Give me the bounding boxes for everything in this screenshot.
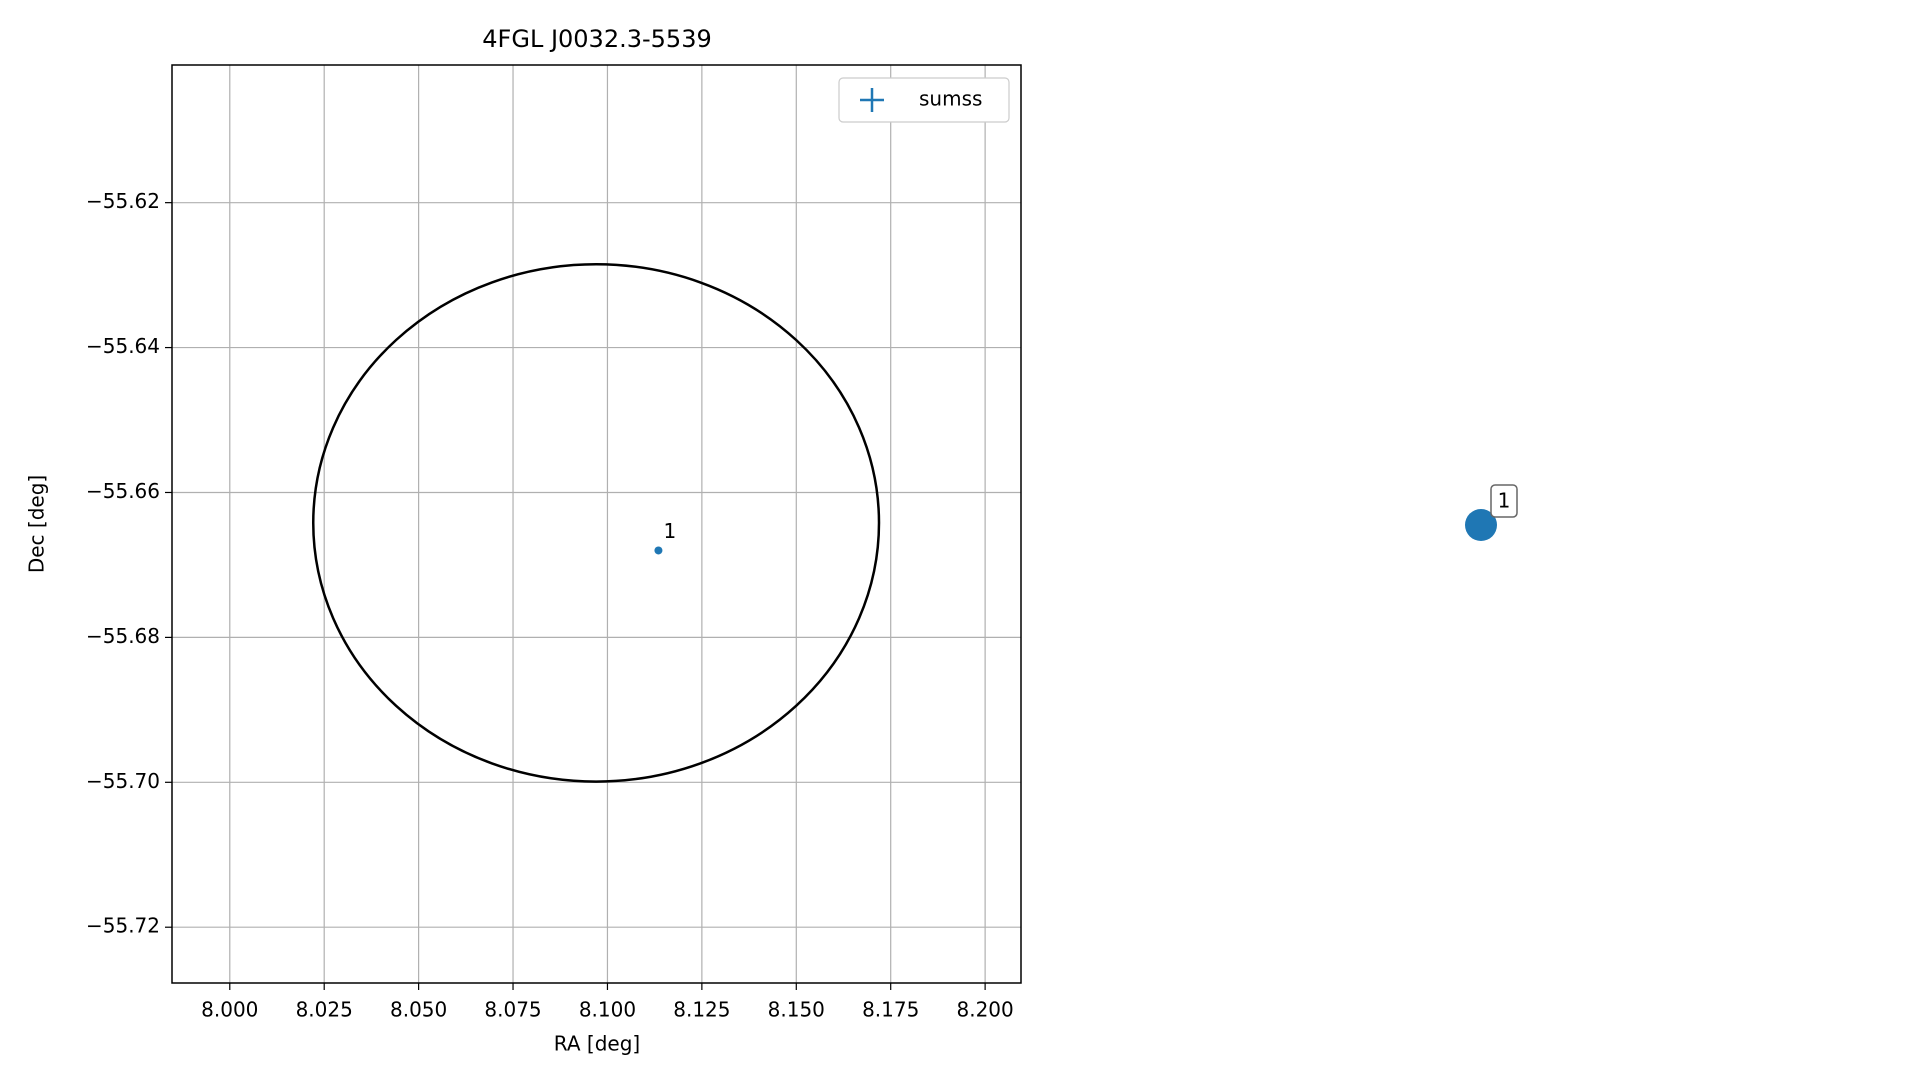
y-tick-label: −55.68 [86,624,160,648]
error-ellipse [311,263,881,783]
y-tick-label: −55.64 [86,334,160,358]
source-label-box [1490,484,1518,518]
data-point [654,546,663,555]
y-tick-label: −55.66 [86,479,160,503]
chart-title: 4FGL J0032.3-5539 [482,25,711,53]
x-tick-label: 8.025 [296,998,353,1022]
x-tick-label: 8.050 [390,998,447,1022]
legend-box [838,77,1010,123]
y-tick-label: −55.62 [86,189,160,213]
legend-label: sumss [919,87,982,111]
x-tick-label: 8.100 [579,998,636,1022]
source-label: 1 [1498,489,1511,513]
x-axis-label: RA [deg] [554,1032,640,1056]
x-tick-label: 8.125 [673,998,730,1022]
x-tick-label: 8.000 [201,998,258,1022]
x-tick-label: 8.200 [956,998,1013,1022]
x-tick-label: 8.075 [484,998,541,1022]
x-tick-label: 8.150 [768,998,825,1022]
y-tick-label: −55.70 [86,769,160,793]
plot-frame [171,64,1022,984]
y-tick-label: −55.72 [86,914,160,938]
y-axis-label: Dec [deg] [25,475,49,573]
source-marker [1465,509,1497,541]
point-label: 1 [663,519,676,543]
x-tick-label: 8.175 [862,998,919,1022]
